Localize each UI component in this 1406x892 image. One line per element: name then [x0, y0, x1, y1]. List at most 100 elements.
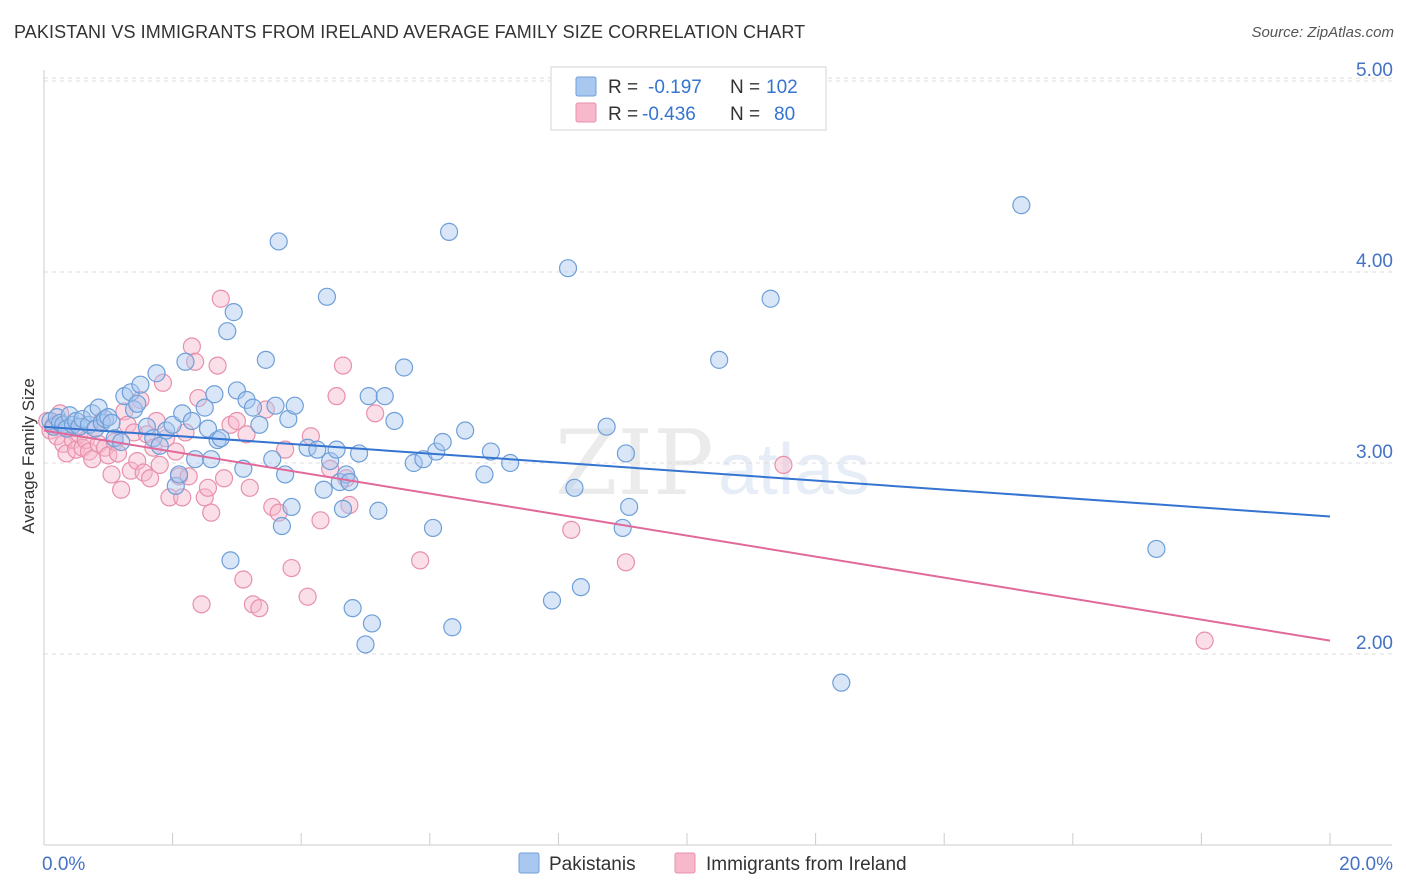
point-ireland [411, 551, 430, 570]
point-pakistanis [282, 497, 301, 517]
point-pakistanis [121, 383, 140, 402]
stats-legend: R = -0.197 N = 102 R = -0.436 N = 80 [550, 66, 827, 131]
point-ireland [186, 352, 205, 371]
point-pakistanis [321, 451, 340, 471]
stats-legend-box [550, 66, 827, 131]
point-pakistanis [173, 404, 192, 423]
point-pakistanis [620, 497, 639, 517]
y-tick-label: 5.00 [1356, 60, 1393, 81]
stats-r-label-2: R = [608, 104, 638, 125]
point-pakistanis [423, 518, 443, 538]
point-ireland [140, 469, 160, 488]
stats-r-label-1: R = [608, 77, 638, 98]
point-pakistanis [710, 350, 729, 369]
stats-r-value-2: -0.436 [642, 104, 696, 125]
point-ireland [1195, 631, 1214, 650]
point-ireland [182, 337, 201, 356]
point-pakistanis [266, 396, 285, 415]
point-ireland [102, 465, 121, 484]
bottom-legend: Pakistanis Immigrants from Ireland [518, 852, 907, 875]
point-ireland [327, 387, 346, 406]
point-pakistanis [263, 450, 282, 469]
point-ireland [227, 411, 246, 431]
trend-line-pakistanis [43, 425, 1331, 518]
point-ireland [240, 478, 259, 497]
point-ireland [562, 520, 581, 539]
point-ireland [160, 488, 179, 507]
point-pakistanis [99, 408, 118, 427]
y-tick-label: 3.00 [1356, 442, 1393, 463]
point-pakistanis [501, 453, 520, 473]
point-ireland [333, 356, 353, 375]
watermark-atlas: atlas [718, 430, 870, 510]
point-pakistanis [128, 394, 147, 413]
point-ireland [616, 553, 636, 572]
point-pakistanis [1147, 539, 1166, 559]
point-ireland [311, 511, 330, 530]
point-pakistanis [269, 232, 288, 251]
point-pakistanis [89, 398, 108, 417]
point-ireland [298, 587, 317, 606]
point-pakistanis [285, 396, 304, 415]
point-pakistanis [404, 453, 423, 473]
point-ireland [276, 440, 295, 459]
point-ireland [198, 478, 218, 497]
point-pakistanis [243, 398, 263, 417]
point-pakistanis [256, 350, 275, 369]
point-pakistanis [1012, 196, 1031, 215]
x-axis-ticks [43, 833, 1331, 845]
point-pakistanis [218, 322, 237, 341]
legend-swatch-pakistanis [518, 852, 540, 874]
point-pakistanis [565, 478, 584, 497]
point-pakistanis [481, 442, 500, 461]
point-pakistanis [137, 417, 156, 436]
point-pakistanis [433, 432, 452, 452]
point-pakistanis [272, 516, 292, 536]
point-pakistanis [542, 591, 562, 610]
point-ireland [108, 444, 128, 463]
point-ireland [112, 480, 131, 499]
point-pakistanis [558, 259, 578, 278]
point-pakistanis [176, 352, 195, 371]
series-ireland-points [38, 289, 1214, 650]
point-pakistanis [333, 499, 353, 518]
point-pakistanis [427, 442, 446, 461]
legend-label-pakistanis: Pakistanis [549, 854, 636, 875]
point-pakistanis [385, 411, 404, 431]
point-pakistanis [314, 480, 333, 499]
point-pakistanis [124, 400, 144, 419]
stats-n-label-1: N = [730, 77, 760, 98]
point-ireland [282, 558, 301, 578]
point-ireland [153, 373, 173, 392]
x-tick-label-max: 20.0% [1339, 854, 1393, 875]
point-pakistanis [147, 364, 166, 383]
point-pakistanis [761, 289, 780, 308]
point-ireland [774, 455, 793, 475]
point-ireland [173, 488, 192, 507]
point-pakistanis [102, 413, 121, 432]
stats-swatch-blue [575, 76, 597, 97]
point-pakistanis [616, 444, 636, 463]
stats-n-value-1: 102 [766, 77, 798, 98]
point-ireland [195, 488, 214, 507]
point-pakistanis [237, 390, 256, 410]
y-axis-label: Average Family Size [19, 378, 38, 534]
point-pakistanis [186, 450, 205, 469]
stats-r-value-1: -0.197 [648, 77, 702, 98]
point-ireland [214, 469, 234, 488]
point-ireland [202, 503, 221, 522]
legend-label-ireland: Immigrants from Ireland [706, 854, 907, 875]
point-pakistanis [571, 578, 591, 597]
point-ireland [128, 451, 147, 471]
point-pakistanis [613, 518, 632, 538]
point-pakistanis [166, 476, 185, 496]
point-pakistanis [832, 673, 851, 692]
point-ireland [208, 356, 227, 375]
point-ireland [250, 599, 269, 618]
point-pakistanis [443, 618, 462, 637]
point-pakistanis [227, 381, 246, 400]
y-tick-label: 2.00 [1356, 633, 1393, 654]
point-pakistanis [224, 303, 243, 322]
point-pakistanis [394, 358, 414, 377]
point-pakistanis [205, 385, 224, 404]
